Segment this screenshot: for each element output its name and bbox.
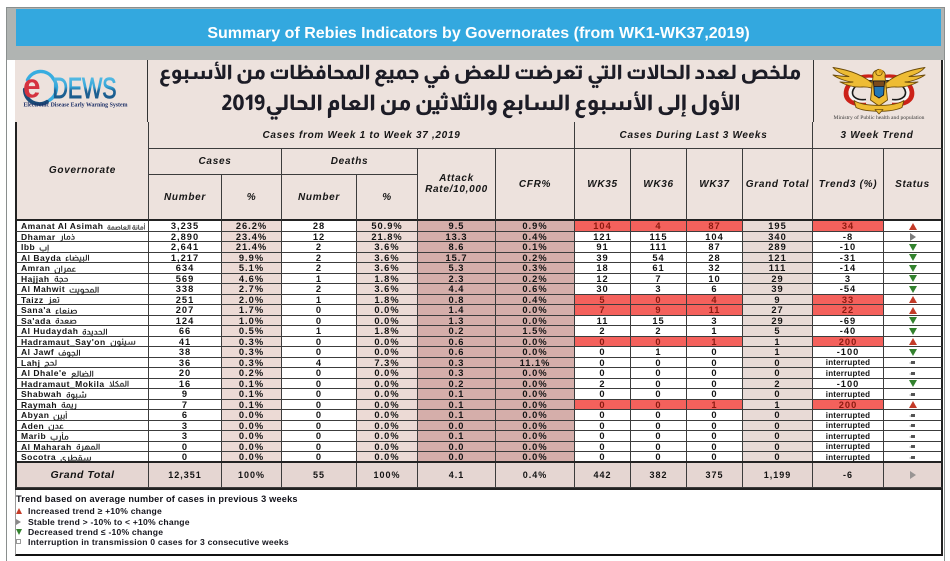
svg-text:Ministry of Public health and: Ministry of Public health and population: [834, 114, 925, 120]
svg-text:Electronic Disease Early Warni: Electronic Disease Early Warning System: [24, 103, 128, 109]
svg-text:e: e: [23, 68, 41, 106]
svg-text:DEWS: DEWS: [53, 73, 117, 105]
